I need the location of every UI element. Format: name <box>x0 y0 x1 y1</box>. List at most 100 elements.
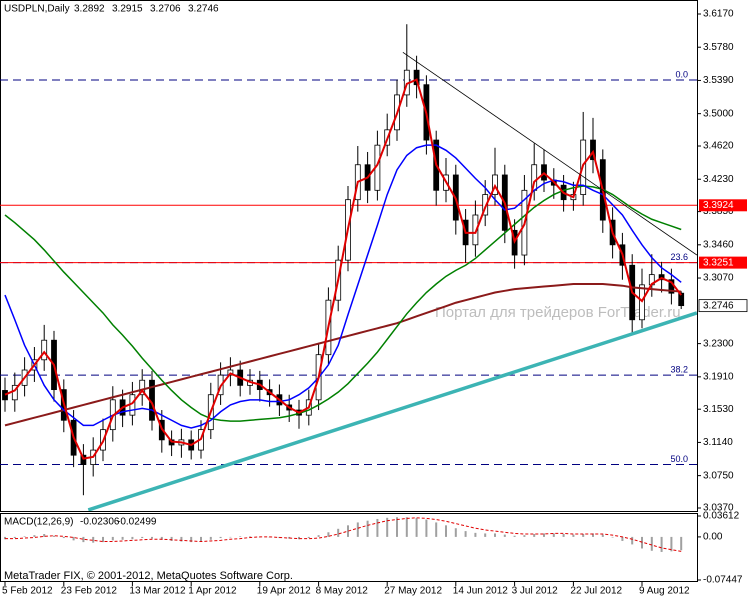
macd-bar <box>592 533 594 537</box>
y-tick-label: 3.1530 <box>703 404 734 415</box>
fib-label: 38.2 <box>670 365 688 375</box>
macd-bar <box>641 536 643 549</box>
y-tick-label: 3.6170 <box>703 9 734 20</box>
x-tick-label: 22 Jul 2012 <box>570 586 622 597</box>
macd-bar <box>180 536 183 542</box>
macd-bar <box>670 536 673 552</box>
y-tick-label: 3.3460 <box>703 239 734 250</box>
macd-bar <box>327 532 330 537</box>
y-tick-label: 3.0370 <box>703 503 734 514</box>
macd-bar <box>454 528 457 537</box>
y-tick-label: 3.5390 <box>703 75 734 86</box>
x-tick-label: 3 Jul 2012 <box>512 586 559 597</box>
fib-label: 50.0 <box>670 454 688 464</box>
macd-bar <box>151 536 153 539</box>
macd-bar <box>307 536 310 539</box>
macd-bar <box>43 534 46 537</box>
macd-bar <box>298 536 300 540</box>
macd-bar <box>121 536 124 540</box>
candle-body <box>678 292 685 307</box>
macd-bar <box>396 517 398 537</box>
footer: MetaTrader FIX, © 2001-2012, MetaQuotes … <box>4 570 293 582</box>
macd-bar <box>82 536 85 543</box>
macd-bar <box>62 536 65 539</box>
x-tick-label: 1 Apr 2012 <box>188 586 237 597</box>
trendline <box>87 311 697 511</box>
y-tick-label: 3.5780 <box>703 42 734 53</box>
macd-y-tick-label: 0.00 <box>703 532 723 543</box>
macd-bar <box>582 534 585 537</box>
price-level-label: 3.3924 <box>703 200 734 211</box>
candle-body <box>80 454 87 465</box>
main-plot: Портал для трейдеров ForTrader.ru 0.0 23.6… <box>0 24 697 511</box>
macd-bar <box>209 536 212 540</box>
header-close: 3.2746 <box>188 4 219 15</box>
macd-bar <box>53 535 55 537</box>
candle-body <box>482 194 489 216</box>
y-tick-label: 3.4620 <box>703 141 734 152</box>
macd-bar <box>376 518 379 537</box>
macd-bar <box>366 520 369 537</box>
macd-bar <box>23 536 26 537</box>
current-price-label: 3.2746 <box>703 300 734 311</box>
header-high: 3.2915 <box>112 4 143 15</box>
macd-bar <box>141 536 144 539</box>
macd-bar <box>494 533 496 537</box>
candle-body <box>472 214 479 246</box>
moving-average <box>4 78 682 460</box>
macd-bar <box>601 534 604 537</box>
macd-bar <box>680 536 683 551</box>
x-tick-label: 23 Feb 2012 <box>61 586 118 597</box>
macd-bar <box>131 536 134 540</box>
trendline <box>402 51 697 256</box>
macd-bar <box>229 536 232 538</box>
macd-bar <box>72 536 75 541</box>
macd-bar <box>533 534 536 537</box>
macd-bar <box>513 535 516 537</box>
candle-body <box>590 139 596 161</box>
macd-plot <box>4 517 683 552</box>
macd-bar <box>562 534 565 537</box>
macd-bar <box>523 535 526 537</box>
macd-bar <box>484 533 487 537</box>
macd-bar <box>415 517 418 537</box>
watermark: Портал для трейдеров ForTrader.ru <box>435 304 681 321</box>
macd-bar <box>611 536 614 538</box>
moving-average <box>4 282 682 427</box>
macd-bar <box>503 534 506 537</box>
macd-bar <box>405 517 408 537</box>
macd-window-border <box>0 513 698 582</box>
macd-bar <box>631 536 634 545</box>
candle-body <box>413 69 420 86</box>
macd-bar <box>650 536 653 551</box>
x-tick-label: 14 Jun 2012 <box>453 586 508 597</box>
chart-title: USDPLN,Daily <box>4 4 70 15</box>
x-tick-label: 27 May 2012 <box>384 586 442 597</box>
header-open: 3.2892 <box>74 4 105 15</box>
macd-bar <box>347 525 349 537</box>
fib-label: 0.0 <box>675 69 688 79</box>
candle-body <box>41 339 48 361</box>
macd-bar <box>160 536 163 540</box>
macd-bar <box>33 535 36 537</box>
fib-label: 23.6 <box>670 252 688 262</box>
x-tick-label: 13 Mar 2012 <box>129 586 186 597</box>
macd-bar <box>435 522 438 537</box>
macd-bar <box>111 536 114 541</box>
macd-bar <box>190 536 193 543</box>
price-level-box <box>699 199 747 212</box>
header-low: 3.2706 <box>150 4 181 15</box>
macd-y-tick-label: -0.07447 <box>703 575 743 586</box>
macd-bar <box>249 536 251 537</box>
macd-bar <box>356 522 359 537</box>
macd-signal-value: -0.02499 <box>117 517 157 528</box>
macd-bar <box>317 535 320 537</box>
price-level-box <box>699 256 747 269</box>
macd-bar <box>464 531 467 537</box>
y-tick-label: 3.1910 <box>703 371 734 382</box>
y-tick-label: 3.3850 <box>703 206 734 217</box>
x-tick-label: 9 Aug 2012 <box>639 586 690 597</box>
